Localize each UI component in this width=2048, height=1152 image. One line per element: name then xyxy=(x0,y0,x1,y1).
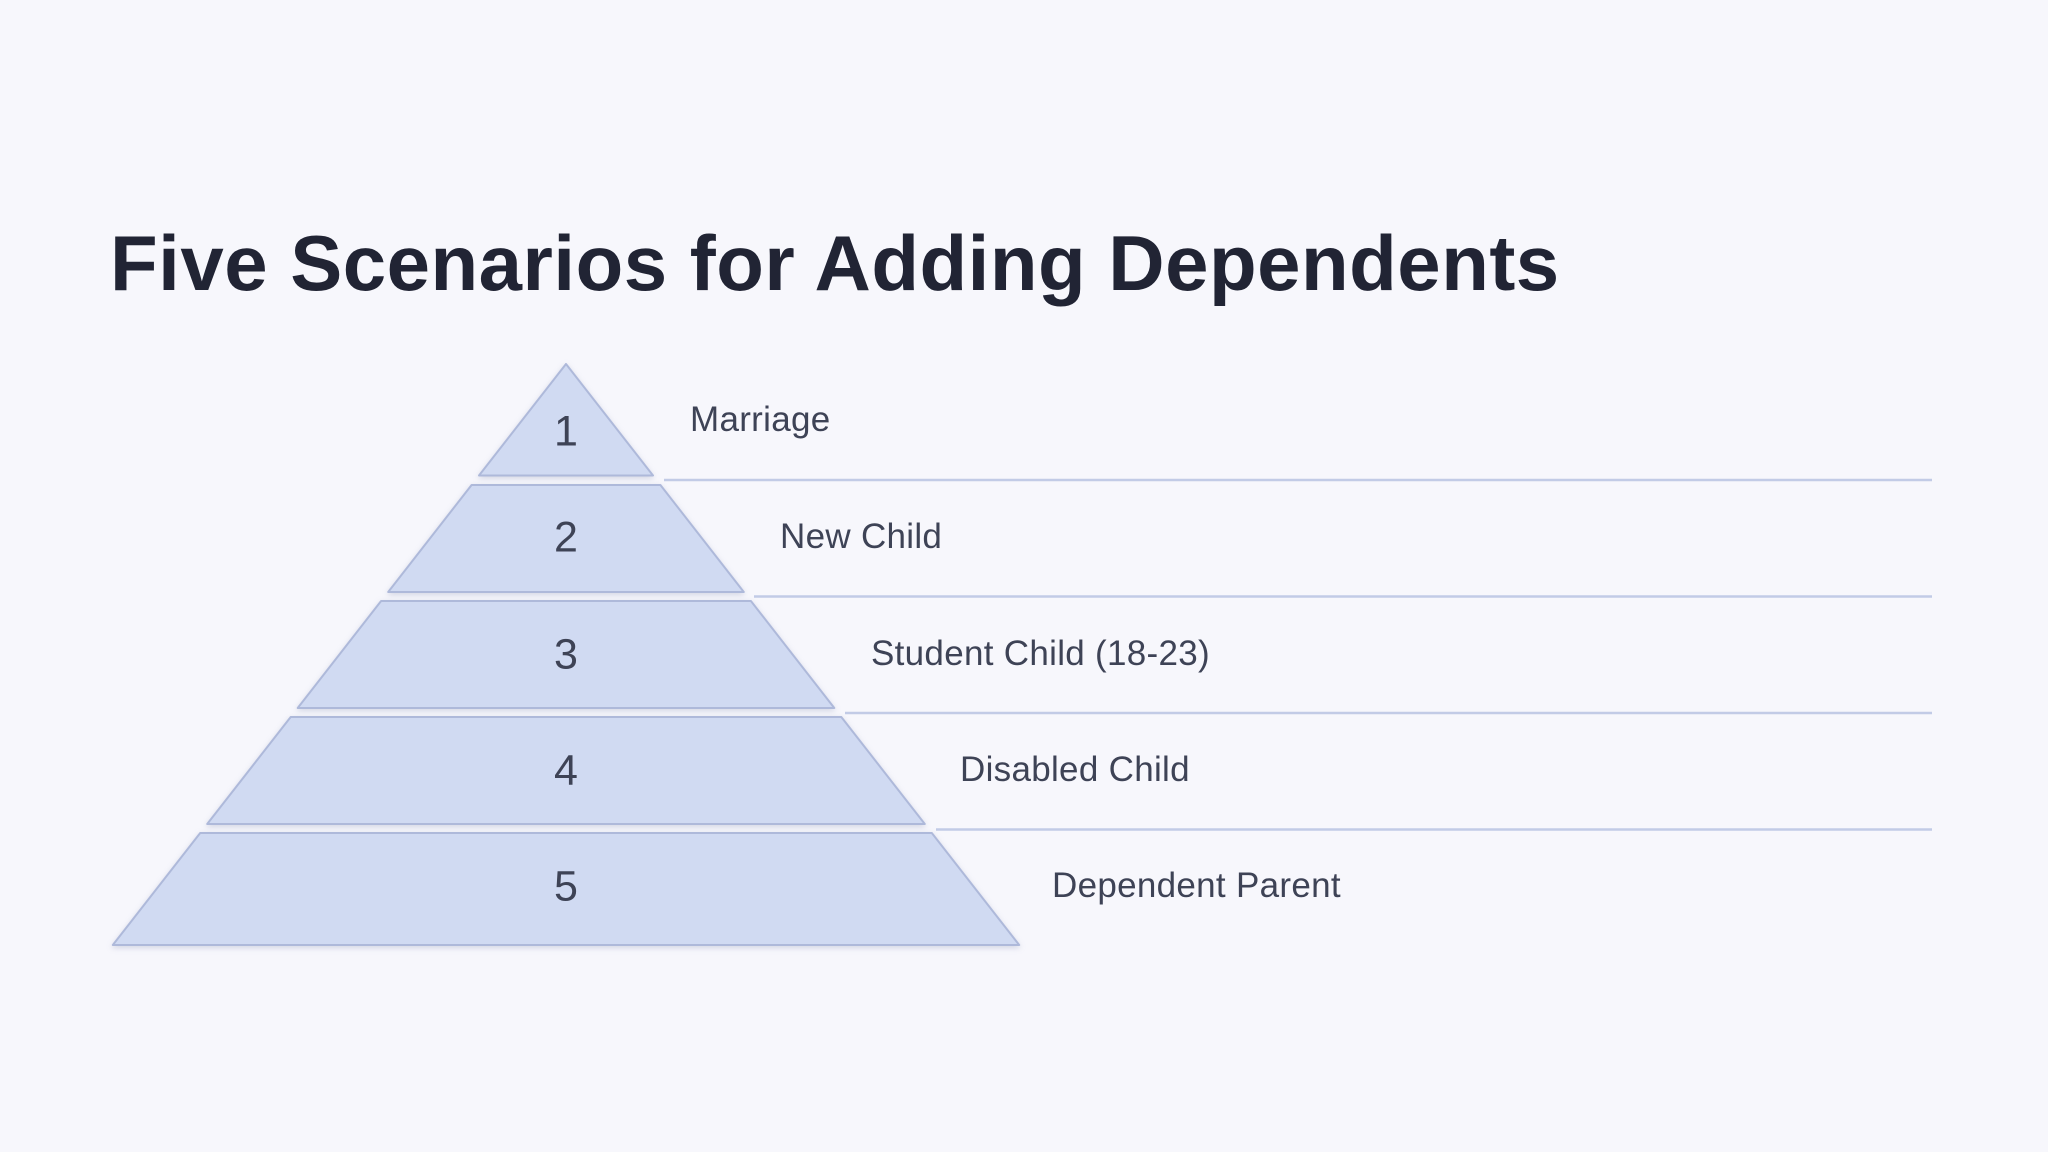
tier-number-3: 3 xyxy=(554,630,578,679)
tier-label-2: New Child xyxy=(780,517,943,556)
pyramid-tier-3 xyxy=(296,600,836,709)
tier-label-1: Marriage xyxy=(690,400,831,439)
pyramid-tier-4 xyxy=(206,716,926,825)
tier-number-4: 4 xyxy=(554,746,578,795)
pyramid-tier-1 xyxy=(478,363,654,477)
tier-label-4: Disabled Child xyxy=(960,750,1190,789)
tier-label-3: Student Child (18-23) xyxy=(871,634,1210,673)
tier-number-1: 1 xyxy=(554,407,578,456)
tier-number-2: 2 xyxy=(554,513,578,562)
pyramid-tier-5 xyxy=(111,832,1021,946)
tier-label-5: Dependent Parent xyxy=(1052,866,1341,905)
page-title: Five Scenarios for Adding Dependents xyxy=(110,219,1560,307)
pyramid-tier-2 xyxy=(387,484,745,593)
tier-number-5: 5 xyxy=(554,862,578,911)
